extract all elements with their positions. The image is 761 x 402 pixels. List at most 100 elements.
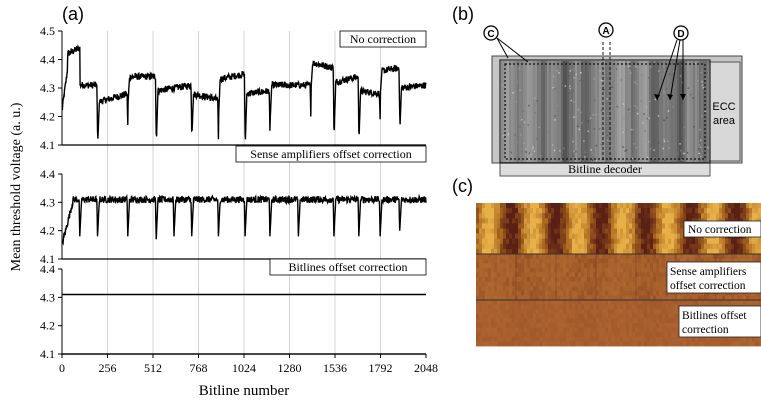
heatmap-cell	[710, 248, 714, 255]
heatmap-cell	[500, 281, 504, 287]
heatmap-cell	[662, 203, 666, 209]
heatmap-cell	[650, 295, 654, 301]
heatmap-cell	[536, 277, 540, 282]
heatmap-cell	[644, 277, 648, 282]
heatmap-cell	[656, 228, 660, 234]
heatmap-cell	[569, 208, 573, 214]
array-speckle	[692, 97, 694, 99]
heatmap-cell	[527, 248, 531, 255]
heatmap-cell	[680, 238, 684, 245]
heatmap-cell	[527, 336, 531, 342]
heatmap-cell	[560, 238, 564, 245]
heatmap-cell	[533, 233, 537, 240]
heatmap-cell	[524, 258, 528, 264]
heatmap-cell	[605, 277, 609, 282]
array-column	[539, 61, 542, 162]
array-speckle	[573, 101, 575, 103]
array-column	[581, 61, 584, 162]
heatmap-cell	[713, 238, 717, 245]
heatmap-cell	[650, 309, 654, 315]
heatmap-cell	[644, 295, 648, 301]
heatmap-cell	[686, 258, 690, 264]
heatmap-cell	[623, 281, 627, 287]
heatmap-cell	[494, 281, 498, 287]
heatmap-cell	[659, 281, 663, 287]
heatmap-cell	[671, 318, 675, 324]
heatmap-cell	[647, 272, 651, 278]
heatmap-cell	[749, 295, 753, 301]
array-column	[503, 61, 506, 162]
heatmap-cell	[575, 254, 579, 259]
heatmap-cell	[728, 254, 732, 259]
heatmap-cell	[536, 258, 540, 264]
heatmap-cell	[605, 295, 609, 301]
heatmap-cell	[626, 238, 630, 245]
heatmap-cell	[557, 341, 561, 347]
array-column	[507, 61, 510, 162]
array-speckle	[634, 161, 636, 163]
heatmap-cell	[476, 233, 480, 240]
heatmap-cell	[737, 336, 741, 342]
heatmap-cell	[653, 304, 657, 310]
heatmap-cell	[518, 309, 522, 315]
heatmap-cell	[656, 248, 660, 255]
heatmap-cell	[530, 300, 534, 305]
heatmap-cell	[485, 327, 489, 333]
heatmap-cell	[548, 263, 552, 269]
heatmap-cell	[512, 318, 516, 324]
heatmap-cell	[662, 295, 666, 301]
heatmap-cell	[521, 243, 525, 250]
array-speckle	[672, 106, 674, 108]
heatmap-cell	[659, 254, 663, 259]
heatmap-cell	[515, 318, 519, 324]
heatmap-cell	[539, 336, 543, 342]
array-speckle	[705, 111, 708, 113]
heatmap-cell	[707, 243, 711, 250]
heatmap-cell	[632, 300, 636, 305]
heatmap-cell	[569, 263, 573, 269]
heatmap-cell	[575, 228, 579, 234]
array-speckle	[683, 98, 686, 100]
heatmap-cell	[620, 300, 624, 305]
heatmap-cell	[554, 208, 558, 214]
heatmap-cell	[677, 295, 681, 301]
heatmap-cell	[593, 295, 597, 301]
array-speckle	[525, 148, 527, 150]
heatmap-cell	[716, 238, 720, 245]
array-speckle	[636, 83, 638, 85]
heatmap-cell	[710, 208, 714, 214]
heatmap-cell	[665, 218, 669, 224]
heatmap-cell	[500, 336, 504, 342]
heatmap-cell	[656, 327, 660, 333]
heatmap-cell	[494, 248, 498, 255]
heatmap-cell	[707, 254, 711, 259]
array-column	[521, 61, 524, 162]
heatmap-cell	[593, 248, 597, 255]
bitline-decoder-label: Bitline decoder	[568, 162, 642, 176]
heatmap-label-bitline-line1: Bitlines offset	[682, 310, 747, 322]
heatmap-cell	[668, 318, 672, 324]
heatmap-cell	[596, 208, 600, 214]
heatmap-cell	[515, 213, 519, 219]
heatmap-cell	[548, 341, 552, 347]
array-speckle	[593, 78, 596, 80]
heatmap-cell	[683, 254, 687, 259]
heatmap-cell	[713, 248, 717, 255]
heatmap-cell	[587, 263, 591, 269]
heatmap-cell	[722, 295, 726, 301]
heatmap-cell	[578, 243, 582, 250]
array-speckle	[577, 83, 579, 86]
heatmap-cell	[503, 286, 507, 292]
heatmap-cell	[584, 281, 588, 287]
heatmap-cell	[620, 286, 624, 292]
heatmap-cell	[551, 223, 555, 229]
heatmap-cell	[626, 304, 630, 310]
heatmap-cell	[611, 228, 615, 234]
heatmap-cell	[632, 336, 636, 342]
heatmap-cell	[476, 336, 480, 342]
heatmap-cell	[569, 300, 573, 305]
array-column	[621, 61, 624, 162]
heatmap-cell	[659, 332, 663, 338]
heatmap-cell	[650, 218, 654, 224]
heatmap-cell	[578, 258, 582, 264]
